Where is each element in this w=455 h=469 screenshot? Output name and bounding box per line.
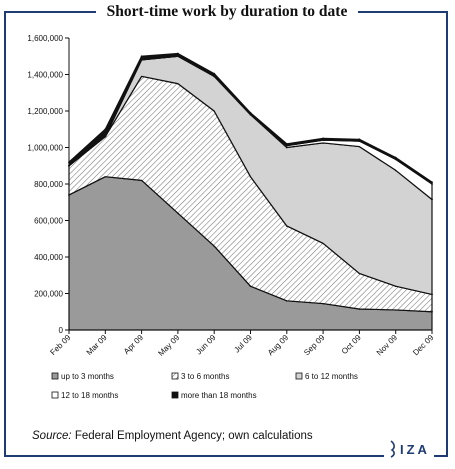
- data-point: [285, 142, 288, 145]
- y-tick-label: 1,600,000: [27, 34, 63, 43]
- x-axis: Feb 09 Mar 09 Apr 09 May 09 Jun 09 Jul 09 Aug …: [48, 329, 436, 358]
- source-note: Source: Federal Employment Agency; own c…: [32, 430, 313, 442]
- legend-swatch: [51, 372, 59, 380]
- legend-label: 12 to 18 months: [61, 391, 118, 400]
- x-tick-label: Oct 09: [340, 333, 363, 356]
- data-point: [322, 137, 324, 140]
- x-tick-label: Apr 09: [122, 333, 145, 356]
- legend-swatch: [171, 391, 179, 399]
- data-point: [104, 128, 107, 131]
- x-tick-label: Nov 09: [375, 333, 400, 358]
- legend-swatch: [171, 372, 179, 380]
- y-tick-label: 600,000: [34, 217, 63, 226]
- x-tick-label: Sep 09: [302, 333, 327, 358]
- data-point: [140, 55, 143, 58]
- legend-label: 6 to 12 months: [305, 372, 358, 381]
- data-point: [249, 111, 252, 114]
- y-tick-label: 0: [59, 326, 64, 335]
- chart-areas: [68, 52, 433, 331]
- data-point: [358, 138, 361, 141]
- area-series-4: [68, 52, 433, 185]
- data-point: [431, 181, 433, 184]
- logo-mark-icon: [390, 440, 395, 458]
- x-tick-label: Jul 09: [232, 333, 254, 355]
- data-point: [394, 156, 397, 159]
- y-tick-label: 1,400,000: [27, 71, 63, 80]
- legend: up to 3 months 3 to 6 months 6 to 12 month…: [51, 372, 358, 400]
- source-label: Source:: [32, 430, 72, 442]
- x-tick-label: Jun 09: [194, 333, 218, 357]
- legend-label: more than 18 months: [181, 391, 257, 400]
- data-point: [213, 72, 216, 75]
- iza-logo: IZA: [384, 437, 434, 461]
- y-tick-label: 1,000,000: [27, 144, 63, 153]
- legend-label: up to 3 months: [61, 372, 114, 381]
- legend-label: 3 to 6 months: [181, 372, 229, 381]
- y-tick-label: 1,200,000: [27, 107, 63, 116]
- y-tick-label: 200,000: [34, 290, 63, 299]
- y-tick-label: 800,000: [34, 180, 63, 189]
- x-tick-label: Feb 09: [48, 333, 72, 357]
- logo-text: IZA: [400, 441, 430, 457]
- x-tick-label: Mar 09: [85, 333, 109, 357]
- source-text: Federal Employment Agency; own calculati…: [74, 430, 313, 442]
- y-tick-label: 400,000: [34, 253, 63, 262]
- y-axis: 0 200,000 400,000 600,000 800,000 1,000,000 1,…: [27, 34, 70, 335]
- legend-swatch: [295, 372, 303, 380]
- x-tick-label: Aug 09: [266, 333, 291, 358]
- chart-title: Short-time work by duration to date: [96, 0, 358, 24]
- x-tick-label: Dec 09: [411, 333, 436, 358]
- x-tick-label: May 09: [156, 333, 181, 358]
- legend-swatch: [51, 391, 59, 399]
- data-point: [177, 52, 179, 55]
